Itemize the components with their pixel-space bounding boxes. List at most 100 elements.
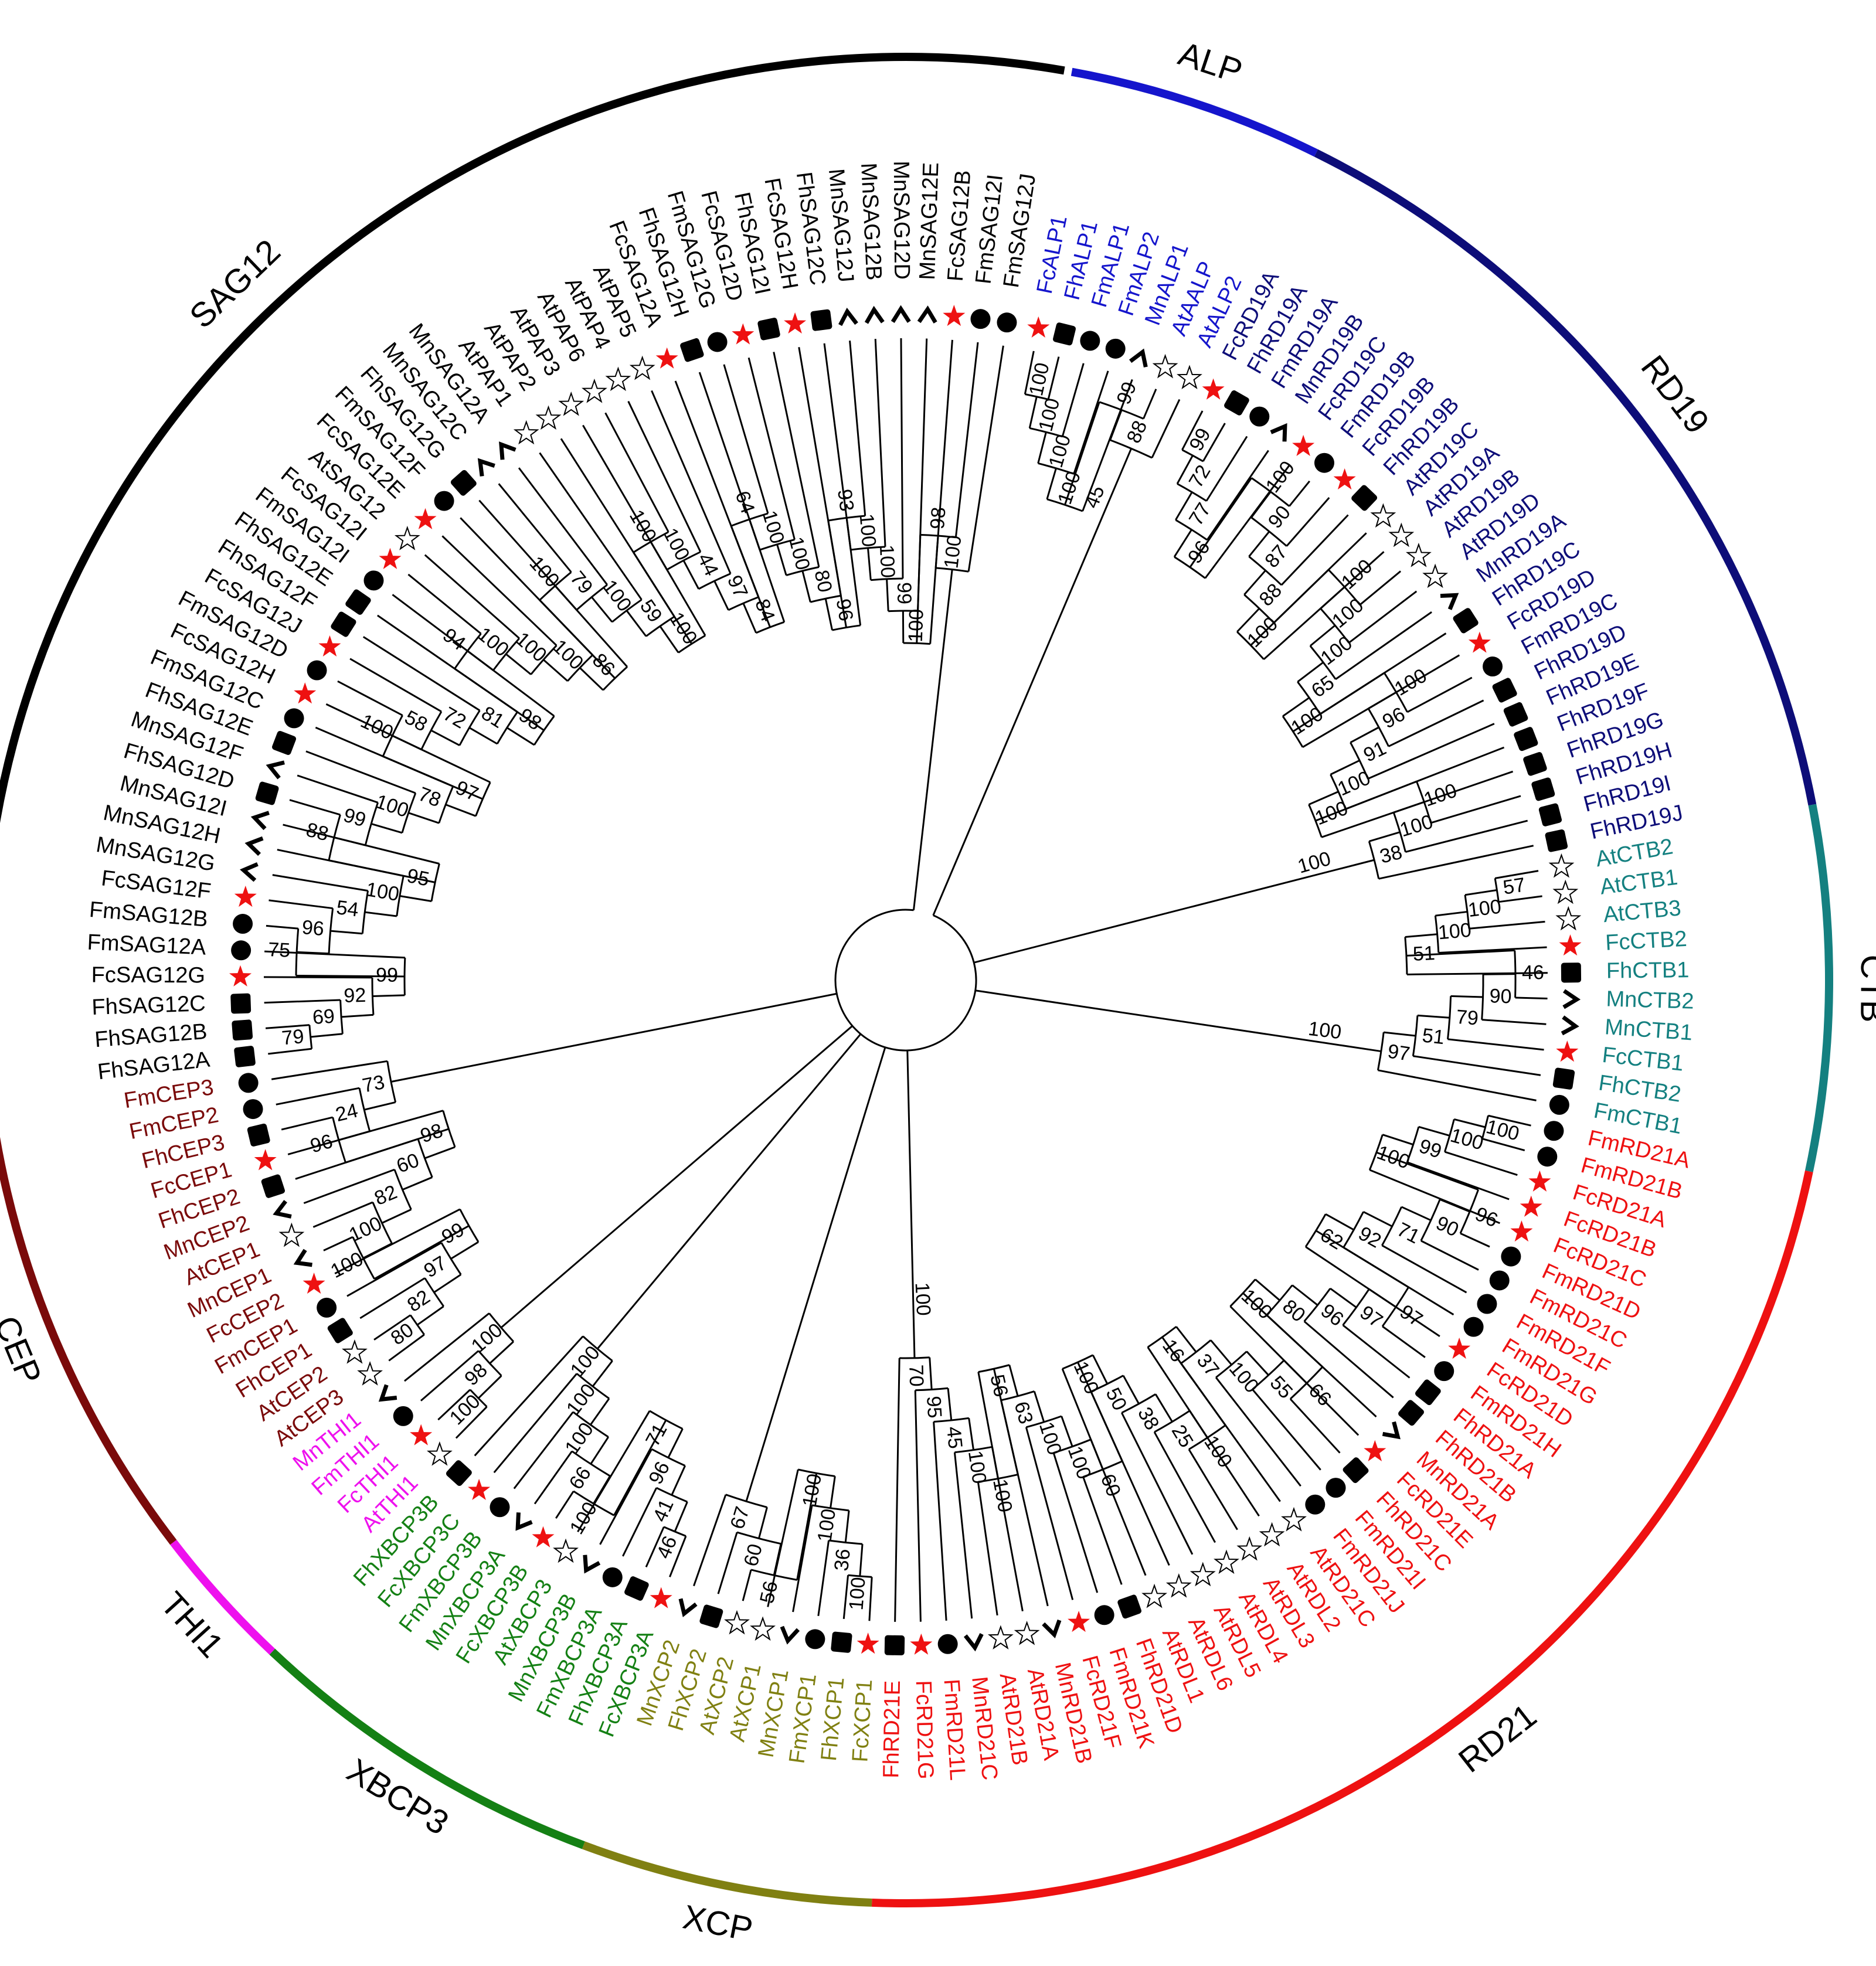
tree-branch bbox=[297, 951, 329, 955]
tree-branch bbox=[1330, 759, 1360, 775]
tree-branch bbox=[1430, 795, 1521, 824]
circle-icon bbox=[317, 1297, 337, 1318]
tree-branch bbox=[1246, 1351, 1269, 1376]
tree-branch bbox=[1188, 1448, 1238, 1530]
tree-branch bbox=[420, 1350, 480, 1402]
bootstrap-value: 100 bbox=[1199, 1431, 1236, 1471]
clade-arc bbox=[1804, 804, 1833, 1172]
square-icon bbox=[680, 338, 704, 362]
tree-branch bbox=[1382, 1134, 1414, 1146]
tree-branch bbox=[1368, 1134, 1384, 1171]
tree-branch bbox=[591, 596, 613, 623]
tree-branch bbox=[498, 483, 572, 573]
chevron-icon bbox=[1382, 1421, 1401, 1440]
tree-root bbox=[834, 909, 977, 1052]
hollow-star-icon bbox=[278, 1222, 305, 1247]
circle-icon bbox=[393, 1406, 413, 1426]
tree-branch bbox=[1255, 1278, 1280, 1301]
tree-branch bbox=[845, 518, 852, 550]
bootstrap-value: 100 bbox=[988, 1477, 1017, 1514]
tree-branch bbox=[1109, 409, 1123, 441]
bootstrap-value: 100 bbox=[446, 1390, 485, 1430]
chevron-icon bbox=[583, 1555, 601, 1574]
tree-branch bbox=[1368, 831, 1401, 842]
clade-arc bbox=[1070, 67, 1318, 157]
tree-branch bbox=[1025, 393, 1049, 400]
bootstrap-value: 100 bbox=[784, 535, 814, 572]
tree-branch bbox=[1204, 465, 1290, 579]
tree-branch bbox=[954, 342, 979, 538]
tree-branch bbox=[1418, 1125, 1450, 1137]
clade-label: SAG12 bbox=[182, 232, 288, 336]
bootstrap-value: 100 bbox=[467, 1319, 507, 1358]
tree-branch bbox=[362, 636, 481, 712]
bootstrap-value: 100 bbox=[1317, 632, 1357, 670]
tree-branch bbox=[742, 603, 757, 634]
hollow-star-icon bbox=[1370, 503, 1396, 528]
red-star-icon bbox=[1520, 1195, 1542, 1217]
hollow-star-icon bbox=[558, 391, 584, 416]
red-star-icon bbox=[294, 682, 317, 704]
tree-branch bbox=[978, 1474, 1018, 1483]
tree-branch bbox=[269, 899, 333, 910]
tree-branch bbox=[645, 1526, 665, 1568]
tree-branch bbox=[824, 598, 833, 631]
tree-branch bbox=[1092, 1355, 1109, 1385]
tree-branch bbox=[894, 1358, 900, 1622]
tree-branch bbox=[1061, 1368, 1147, 1576]
tree-branch bbox=[1444, 1151, 1518, 1176]
hollow-star-icon bbox=[1236, 1536, 1263, 1561]
tree-branch bbox=[371, 822, 403, 834]
red-star-icon bbox=[410, 1424, 433, 1445]
tree-branch bbox=[1252, 1389, 1321, 1471]
tree-branch bbox=[1378, 1069, 1537, 1101]
tree-branch bbox=[1248, 530, 1270, 557]
tree-branch bbox=[659, 625, 679, 654]
tree-branch bbox=[1064, 402, 1100, 505]
tree-branch bbox=[268, 1047, 312, 1055]
leaf-label: MnCTB1 bbox=[1604, 1015, 1693, 1045]
square-icon bbox=[232, 1019, 253, 1041]
tree-branch bbox=[1297, 661, 1324, 683]
tree-branch bbox=[555, 1491, 575, 1519]
chevron-icon bbox=[838, 307, 858, 326]
tree-branch bbox=[973, 859, 1375, 964]
clade-arc bbox=[170, 1539, 276, 1655]
leaf-label: FhSAG12C bbox=[91, 991, 206, 1020]
square-icon bbox=[331, 611, 356, 637]
tree-branch bbox=[1153, 1431, 1216, 1543]
tree-branch bbox=[867, 547, 872, 580]
tree-branch bbox=[539, 599, 616, 679]
tree-branch bbox=[1348, 590, 1418, 644]
square-icon bbox=[230, 993, 252, 1014]
bootstrap-value: 100 bbox=[905, 608, 928, 642]
circle-icon bbox=[284, 708, 304, 729]
leaf-label: FcSAG12B bbox=[943, 169, 976, 283]
tree-branch bbox=[1342, 1324, 1411, 1379]
tree-branch bbox=[371, 977, 375, 1015]
circle-icon bbox=[1314, 453, 1334, 473]
tree-branch bbox=[759, 539, 795, 551]
tree-branch bbox=[742, 1569, 752, 1601]
bootstrap-value: 100 bbox=[940, 534, 966, 570]
hollow-star-icon bbox=[724, 1610, 750, 1635]
circle-icon bbox=[602, 1567, 623, 1587]
tree-branch bbox=[613, 1420, 667, 1516]
tree-branch bbox=[305, 750, 416, 794]
tree-branch bbox=[1189, 477, 1252, 568]
tree-branch bbox=[934, 535, 939, 568]
square-icon bbox=[1523, 751, 1547, 776]
tree-branch bbox=[767, 1469, 799, 1607]
tree-branch bbox=[323, 1236, 354, 1251]
bootstrap-value: 90 bbox=[1489, 985, 1512, 1008]
tree-branch bbox=[811, 1504, 849, 1512]
tree-branch bbox=[1082, 379, 1133, 512]
tree-branch bbox=[1033, 1391, 1045, 1423]
tree-branch bbox=[276, 1087, 360, 1106]
tree-branch bbox=[1405, 933, 1437, 938]
tree-branch bbox=[786, 566, 820, 576]
tree-branch bbox=[682, 560, 700, 590]
clade-arc bbox=[1314, 149, 1817, 806]
square-icon bbox=[327, 1318, 353, 1343]
